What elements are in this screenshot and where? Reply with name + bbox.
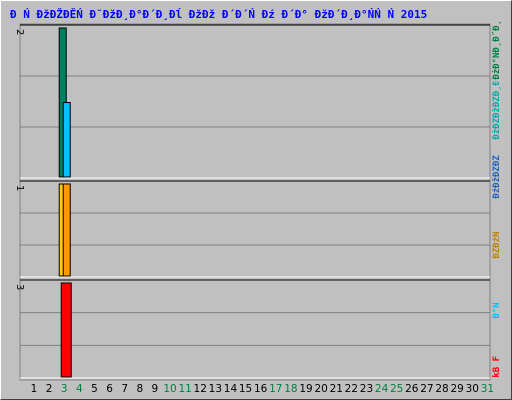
x-tick-label: 25 xyxy=(390,383,403,395)
y-tick-label: 2 xyxy=(14,29,25,35)
chart-title: Đ Ń ĐžĐŽĐĚŃ Đ˘ĐžĐ¸Đ°Đ´Đ¸Đĺ ĐžĐž Đ´Đ´Ń Đź… xyxy=(10,8,428,21)
x-tick-label: 5 xyxy=(91,383,98,395)
x-tick-label: 9 xyxy=(152,383,159,395)
legend-entry: kB F xyxy=(492,356,502,378)
x-tick-label: 18 xyxy=(284,383,297,395)
x-tick-label: 14 xyxy=(224,383,238,395)
x-tick-label: 16 xyxy=(254,383,268,395)
x-tick-label: 8 xyxy=(136,383,143,395)
x-tick-label: 12 xyxy=(194,383,207,395)
x-tick-label: 30 xyxy=(466,383,479,395)
x-tick-label: 22 xyxy=(345,383,358,395)
y-tick-label: 3 xyxy=(14,284,25,290)
bar xyxy=(60,282,72,378)
legend: ĐżĐ°ŃĐ¸Đ˝Đ¸ĐŽĐž ĐżĐŽĐžĐŽĐ¸ĐľĐžĐŽ ĐźĐžĐŽĐŽ Đ… xyxy=(492,22,510,380)
legend-entry: ĐŽĐźŃ xyxy=(492,231,502,259)
y-tick-label: 1 xyxy=(14,185,25,191)
x-tick-label: 29 xyxy=(450,383,463,395)
x-tick-label: 24 xyxy=(375,383,389,395)
legend-entry: ĐżĐŽĐžĐŽĐ¸ĐľĐžĐŽ xyxy=(492,81,502,140)
x-tick-label: 20 xyxy=(314,383,327,395)
x-tick-label: 13 xyxy=(209,383,222,395)
x-tick-label: 2 xyxy=(46,383,53,395)
x-tick-label: 26 xyxy=(405,383,419,395)
x-tick-label: 19 xyxy=(299,383,312,395)
x-tick-label: 23 xyxy=(360,383,373,395)
x-tick-label: 3 xyxy=(61,383,68,395)
legend-entry: ĐźĐžĐŽĐŽ xyxy=(492,155,502,199)
plot-area xyxy=(19,23,491,381)
x-tick-label: 27 xyxy=(420,383,433,395)
x-tick-label: 11 xyxy=(178,383,191,395)
x-tick-label: 31 xyxy=(481,383,494,395)
x-tick-label: 28 xyxy=(435,383,448,395)
x-tick-label: 17 xyxy=(269,383,282,395)
x-tick-label: 1 xyxy=(31,383,38,395)
bar xyxy=(62,183,71,277)
legend-entry: Đ°Ń xyxy=(492,302,502,319)
x-tick-label: 4 xyxy=(76,383,83,395)
x-tick-label: 15 xyxy=(239,383,252,395)
x-tick-label: 21 xyxy=(330,383,343,395)
x-tick-label: 7 xyxy=(121,383,128,395)
legend-entry: ĐżĐ°ŃĐ¸Đ˝Đ¸ĐŽĐž xyxy=(492,22,502,80)
bar xyxy=(62,102,71,178)
x-tick-label: 6 xyxy=(106,383,113,395)
x-tick-label: 10 xyxy=(163,383,176,395)
